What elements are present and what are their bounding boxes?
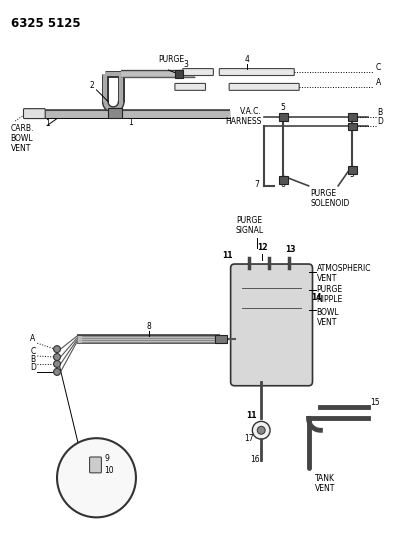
- Text: 15: 15: [371, 398, 380, 407]
- Text: 1: 1: [45, 119, 49, 128]
- Bar: [215, 335, 227, 343]
- Text: PURGE
NIPPLE: PURGE NIPPLE: [317, 285, 343, 304]
- Text: 11: 11: [246, 411, 257, 421]
- Text: TANK
VENT: TANK VENT: [315, 474, 335, 493]
- Text: PURGE
SIGNAL: PURGE SIGNAL: [235, 215, 264, 235]
- Bar: [175, 70, 183, 78]
- Text: 2: 2: [90, 81, 95, 90]
- FancyBboxPatch shape: [229, 84, 299, 91]
- Circle shape: [57, 438, 136, 518]
- Circle shape: [53, 368, 60, 375]
- Text: 5: 5: [350, 170, 355, 179]
- Circle shape: [53, 360, 60, 367]
- FancyBboxPatch shape: [183, 69, 213, 76]
- Bar: [279, 176, 288, 184]
- Text: 9: 9: [104, 454, 109, 463]
- Circle shape: [252, 422, 270, 439]
- FancyBboxPatch shape: [219, 69, 294, 76]
- Bar: [348, 166, 357, 174]
- Text: ATMOSPHERIC
VENT: ATMOSPHERIC VENT: [317, 264, 371, 284]
- Circle shape: [53, 353, 60, 360]
- Bar: [279, 112, 288, 120]
- Text: 13: 13: [286, 245, 296, 254]
- FancyBboxPatch shape: [231, 264, 313, 386]
- Text: 10: 10: [104, 466, 114, 475]
- Text: 16: 16: [251, 455, 260, 464]
- FancyBboxPatch shape: [175, 84, 206, 91]
- Text: D: D: [377, 117, 384, 126]
- Text: 6: 6: [280, 180, 285, 189]
- Text: 14: 14: [312, 293, 322, 302]
- Text: PURGE: PURGE: [159, 55, 185, 64]
- Text: 6325 5125: 6325 5125: [11, 17, 80, 30]
- Text: 17: 17: [244, 434, 254, 443]
- Text: BOWL
VENT: BOWL VENT: [317, 308, 339, 327]
- Bar: [348, 112, 357, 120]
- Text: A: A: [376, 78, 381, 87]
- Text: 1: 1: [129, 118, 133, 127]
- FancyBboxPatch shape: [90, 457, 102, 473]
- Circle shape: [257, 426, 265, 434]
- Text: 11: 11: [222, 251, 233, 260]
- Bar: [108, 108, 122, 118]
- Circle shape: [53, 346, 60, 353]
- Text: 5: 5: [280, 103, 285, 111]
- Text: D: D: [31, 363, 36, 372]
- Text: B: B: [377, 108, 383, 117]
- Text: 12: 12: [257, 243, 268, 252]
- FancyBboxPatch shape: [24, 109, 45, 118]
- Text: A: A: [31, 334, 35, 343]
- Text: B: B: [31, 355, 35, 364]
- Bar: [348, 123, 357, 131]
- Text: V.A.C.
HARNESS: V.A.C. HARNESS: [225, 107, 261, 126]
- Text: 3: 3: [183, 60, 188, 69]
- Text: C: C: [31, 347, 35, 356]
- Text: 8: 8: [146, 322, 151, 332]
- Text: CARB.
BOWL
VENT: CARB. BOWL VENT: [11, 124, 34, 154]
- Text: PURGE
SOLENOID: PURGE SOLENOID: [310, 189, 350, 208]
- Text: C: C: [376, 63, 381, 72]
- Text: 7: 7: [254, 180, 259, 189]
- Text: 4: 4: [245, 55, 250, 64]
